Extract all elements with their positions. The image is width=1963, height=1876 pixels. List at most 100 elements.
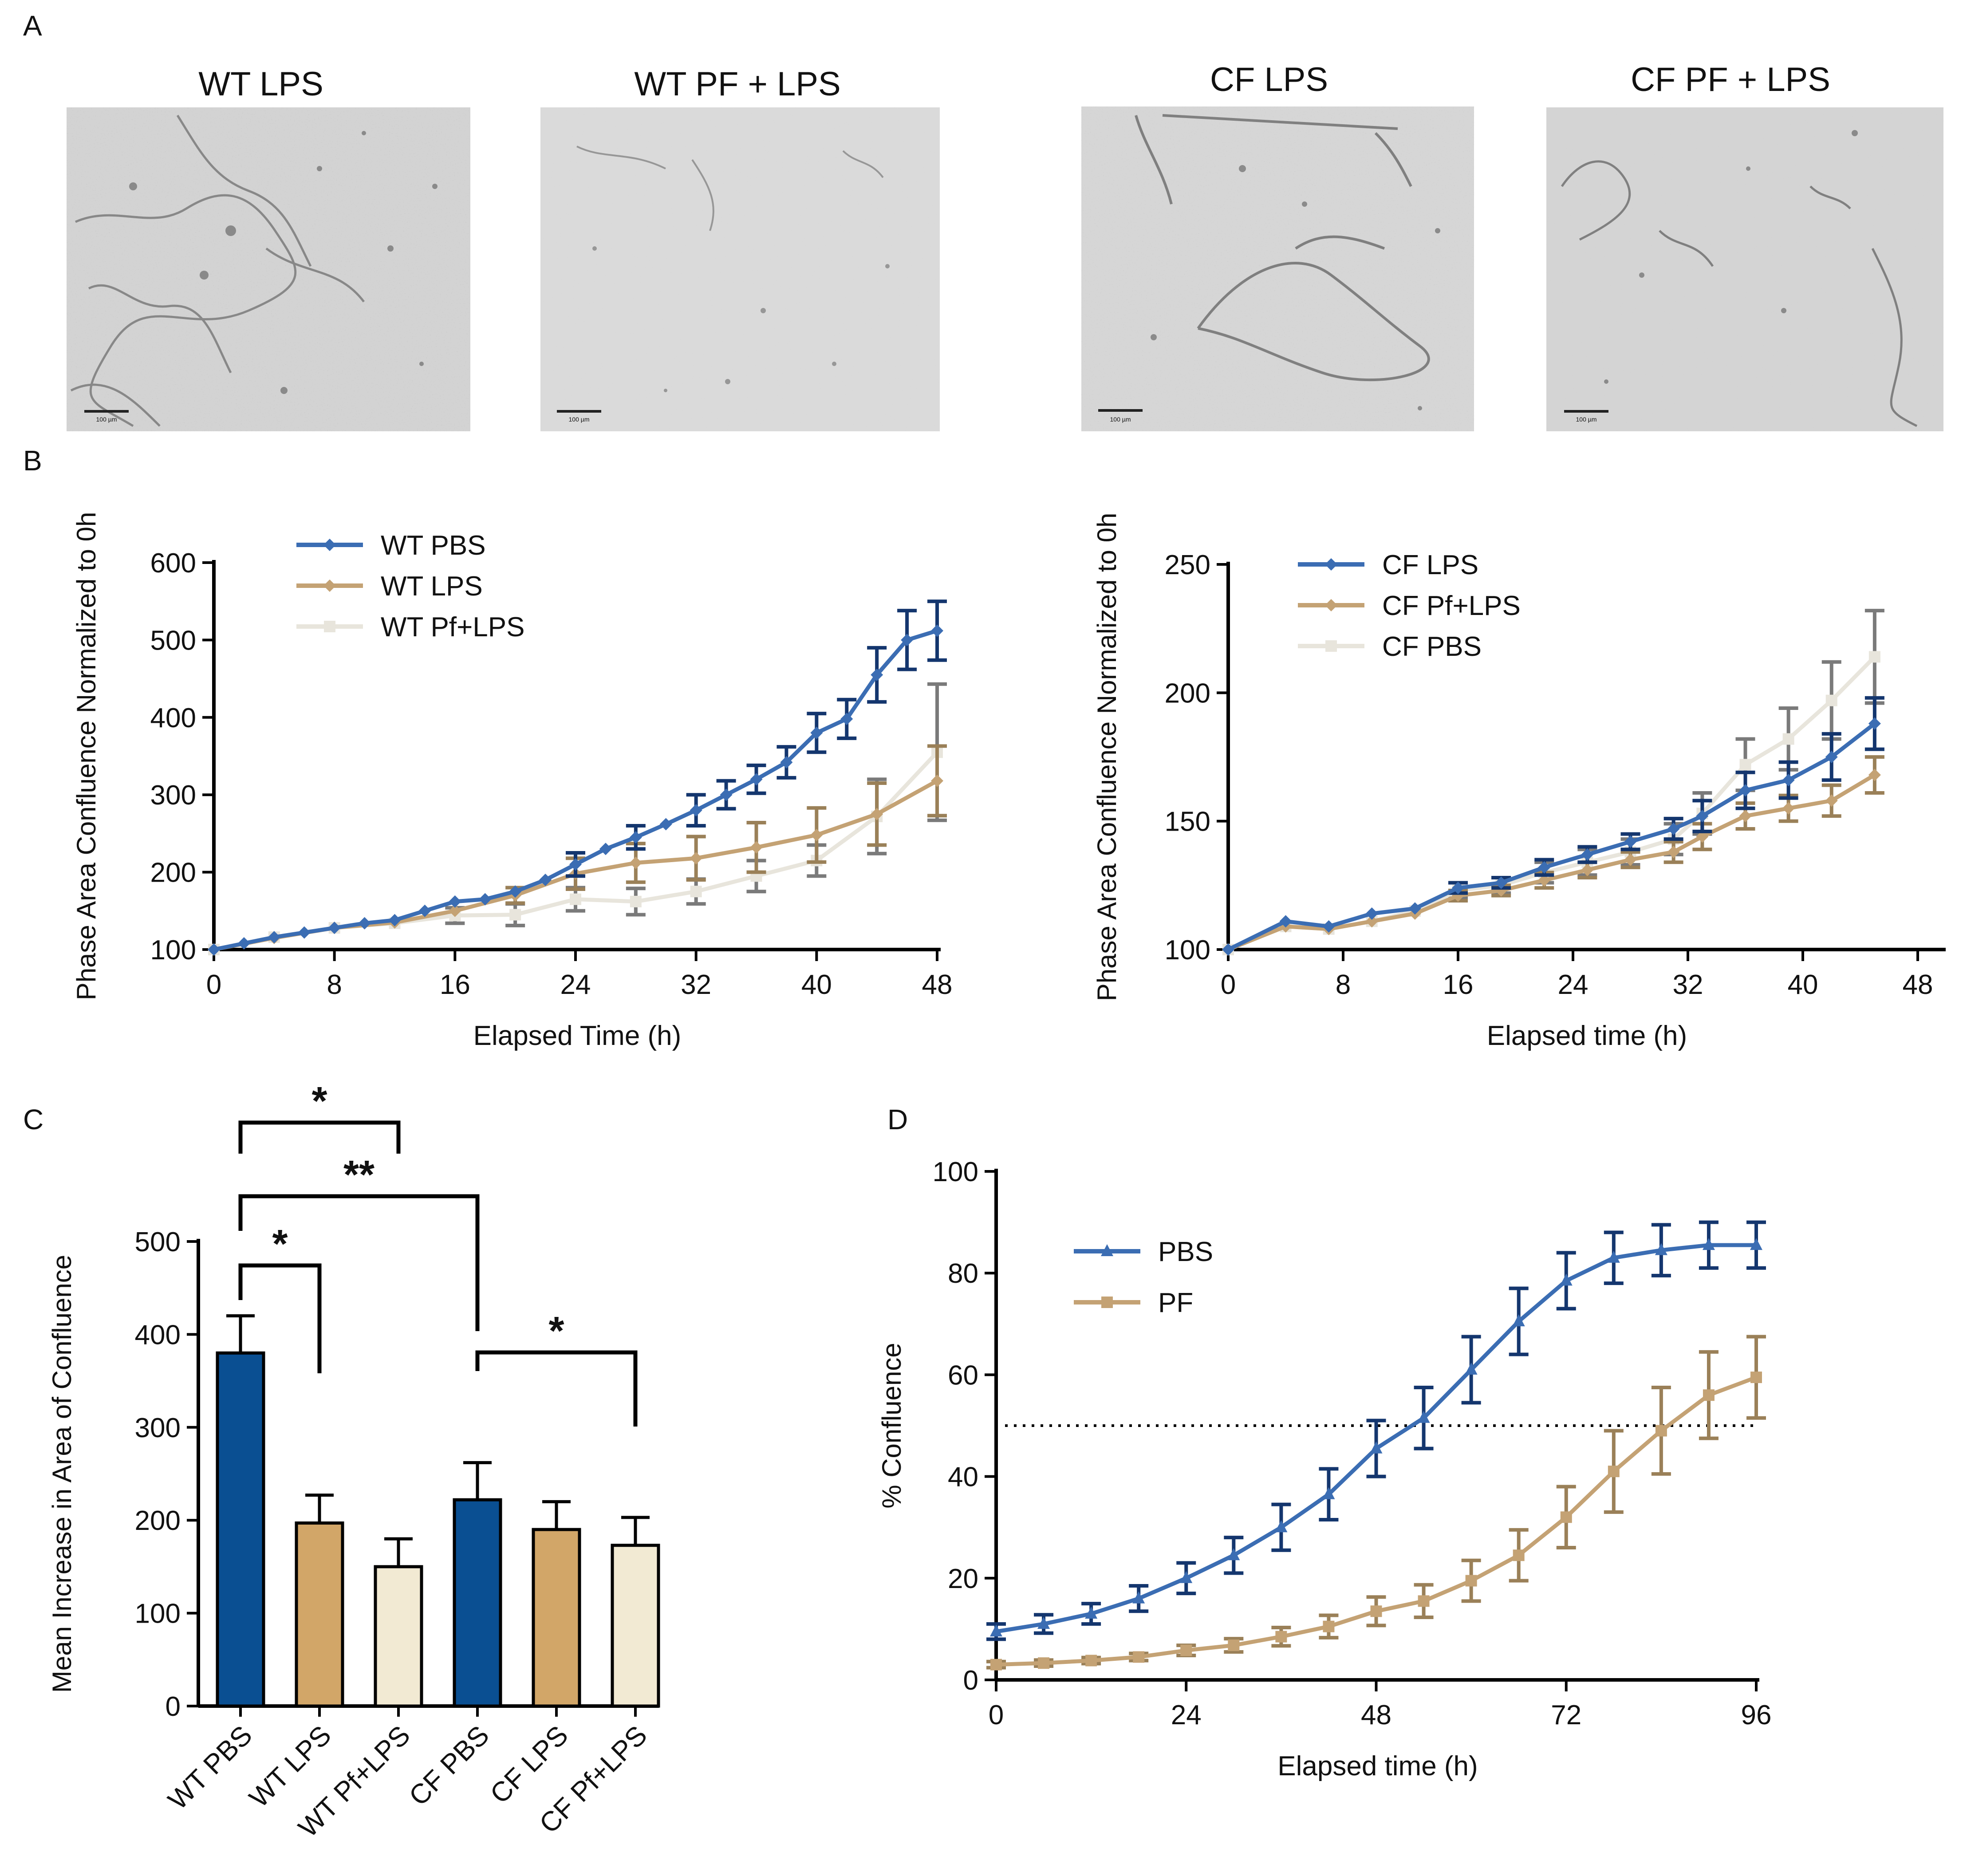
panel-letter-c: C — [23, 1104, 43, 1135]
data-point — [1868, 769, 1881, 781]
chart-c: 0 100 200 300 400 500 Mean Increase in Area of… — [47, 1079, 660, 1843]
y-tick-label: 100 — [933, 1157, 978, 1187]
bracket-line — [238, 1120, 401, 1154]
data-point — [1037, 1616, 1050, 1629]
data-point — [871, 808, 883, 820]
data-point — [1132, 1591, 1145, 1604]
data-point — [1696, 810, 1709, 823]
data-point — [1365, 915, 1378, 928]
x-tick-label: 0 — [989, 1700, 1004, 1730]
panel-letter-a: A — [23, 10, 42, 42]
panel-letter-b: B — [23, 445, 42, 477]
significance-bracket: * — [238, 1222, 322, 1373]
x-tick-label: 40 — [801, 970, 832, 1000]
bracket-line — [475, 1350, 638, 1427]
micrograph-title-wt-pf-lps: WT PF + LPS — [634, 65, 840, 103]
data-point — [1560, 1273, 1573, 1286]
bracket-line — [238, 1194, 480, 1331]
data-point — [690, 852, 702, 865]
legend-marker — [1325, 599, 1337, 611]
data-point — [208, 943, 220, 956]
series-cf-pf-lps — [1222, 755, 1884, 956]
data-point — [1538, 874, 1551, 887]
y-tick-label: 200 — [1165, 678, 1210, 709]
y-tick-label: 80 — [948, 1258, 978, 1289]
y-tick-label: 400 — [150, 703, 196, 733]
data-point — [630, 895, 642, 907]
x-tick-label: WT PBS — [162, 1720, 258, 1816]
y-tick-label: 300 — [135, 1413, 181, 1443]
x-tick-label: 0 — [1221, 970, 1236, 1000]
micrograph-title-cf-lps: CF LPS — [1210, 61, 1328, 99]
data-point — [358, 917, 371, 930]
panel-a: WT LPS WT PF + LPS CF LPS CF PF + LPS 10… — [67, 61, 1943, 431]
x-tick-label: 8 — [1336, 970, 1351, 1000]
data-point — [509, 909, 521, 921]
data-point — [449, 904, 461, 917]
data-point — [1825, 751, 1838, 763]
data-point — [1370, 1605, 1382, 1617]
significance-label: * — [548, 1309, 564, 1353]
micrograph-cf-lps: 100 µm — [1081, 106, 1474, 431]
series-pf — [986, 1335, 1766, 1671]
y-tick-label: 100 — [1165, 935, 1210, 966]
legend-marker — [324, 621, 335, 632]
x-tick-label: 24 — [1171, 1700, 1202, 1730]
y-tick-label: 200 — [150, 858, 196, 888]
y-tick-label: 40 — [948, 1462, 978, 1493]
legend-label: WT PBS — [381, 530, 486, 561]
data-point — [1782, 802, 1795, 815]
legend-item-pbs: PBS — [1074, 1237, 1213, 1267]
data-point — [1581, 863, 1594, 876]
significance-bracket: ** — [238, 1153, 480, 1331]
data-point — [1279, 915, 1292, 928]
micrograph-wt-lps: 100 µm — [67, 107, 470, 431]
y-tick-label: 400 — [135, 1320, 181, 1350]
y-tick-label: 60 — [948, 1360, 978, 1391]
series-pbs — [986, 1220, 1766, 1641]
data-point — [1275, 1631, 1287, 1643]
chart-d: 0 20 40 60 80 100 0 24 48 72 96 Elapsed time (h) % C… — [877, 1157, 1771, 1781]
data-point — [1323, 1620, 1335, 1632]
data-point — [237, 937, 250, 950]
legend-label: CF LPS — [1382, 550, 1478, 580]
y-tick-label: 150 — [1165, 807, 1210, 837]
series-line — [1227, 655, 1876, 952]
data-point — [1180, 1644, 1192, 1656]
x-axis-label: Elapsed time (h) — [1277, 1751, 1478, 1781]
y-tick-label: 500 — [135, 1227, 181, 1257]
data-point — [659, 818, 672, 831]
data-point — [1825, 694, 1837, 706]
y-tick-label: 250 — [1165, 550, 1210, 580]
data-point — [1667, 823, 1680, 836]
x-tick-label: 48 — [1903, 970, 1933, 1000]
data-point — [1408, 902, 1421, 915]
data-point — [1868, 717, 1881, 730]
micrograph-title-wt-lps: WT LPS — [198, 65, 323, 103]
data-point — [1418, 1595, 1430, 1607]
legend-label: WT Pf+LPS — [381, 612, 524, 642]
data-point — [990, 1624, 1002, 1637]
data-point — [1655, 1425, 1667, 1437]
bar-cf-pf-lps — [611, 1544, 660, 1708]
x-tick-label: 48 — [1361, 1700, 1391, 1730]
micrograph-wt-pf-lps: 100 µm — [540, 107, 940, 431]
data-point — [418, 904, 431, 917]
data-point — [1739, 810, 1752, 823]
series-cf-lps — [1222, 696, 1884, 956]
legend-label: PF — [1158, 1288, 1193, 1318]
data-point — [328, 922, 341, 934]
bar-cf-lps — [532, 1528, 581, 1708]
data-point — [1538, 861, 1551, 874]
data-point — [1370, 1441, 1383, 1454]
x-tick-label: 40 — [1788, 970, 1818, 1000]
y-tick-label: 100 — [135, 1599, 181, 1629]
bar-wt-pf-lps — [374, 1565, 423, 1708]
y-tick-label: 0 — [166, 1691, 181, 1722]
x-tick-label: 24 — [560, 970, 591, 1000]
y-tick-label: 600 — [150, 548, 196, 579]
data-point — [931, 774, 943, 787]
data-point — [1702, 1238, 1715, 1250]
x-tick-label: 24 — [1558, 970, 1589, 1000]
y-tick-label: 500 — [150, 625, 196, 656]
